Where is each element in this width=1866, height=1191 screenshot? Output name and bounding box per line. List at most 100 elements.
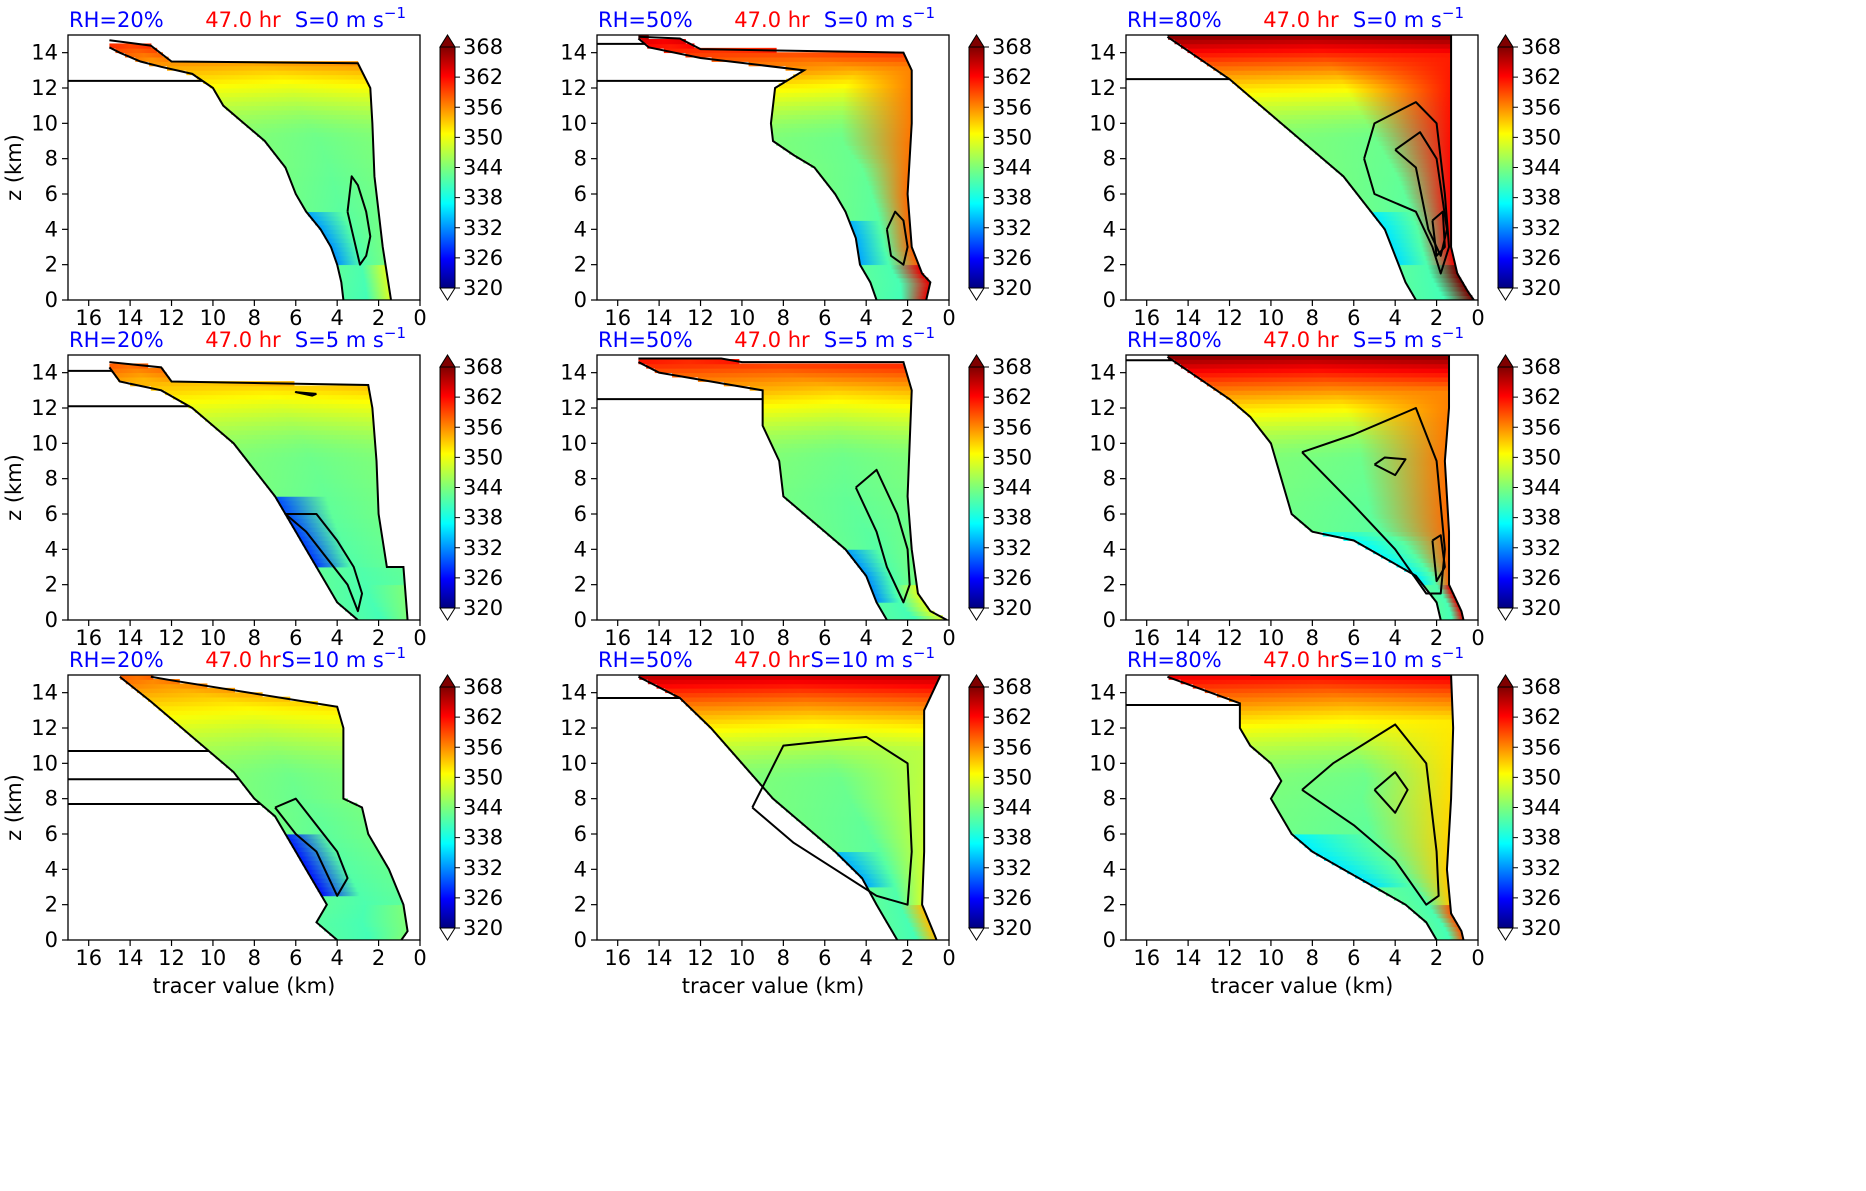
y-tick-label: 4 bbox=[45, 537, 58, 561]
colorbar-tick-label: 338 bbox=[463, 506, 503, 530]
field-strip bbox=[1237, 403, 1450, 409]
field-strip bbox=[1396, 255, 1454, 261]
y-tick-label: 10 bbox=[1089, 431, 1116, 455]
field-strip bbox=[801, 509, 909, 515]
x-tick-label: 8 bbox=[777, 946, 790, 970]
field-strip bbox=[339, 601, 407, 608]
field-strip bbox=[1187, 47, 1452, 54]
field-strip bbox=[311, 215, 380, 221]
field-strip bbox=[1437, 601, 1459, 608]
tracer-field bbox=[68, 361, 409, 620]
field-strip bbox=[639, 675, 940, 680]
field-strip bbox=[278, 500, 379, 506]
field-strip bbox=[1290, 829, 1450, 835]
field-strip bbox=[315, 220, 380, 226]
field-strip bbox=[320, 891, 399, 897]
x-tick-label: 0 bbox=[413, 306, 426, 330]
field-strip bbox=[329, 930, 407, 936]
colorbar-tick-label: 356 bbox=[1521, 95, 1561, 119]
field-strip bbox=[297, 193, 377, 199]
x-tick-label: 0 bbox=[413, 946, 426, 970]
field-strip bbox=[266, 140, 374, 146]
field-strip bbox=[1299, 838, 1449, 844]
field-strip bbox=[846, 860, 924, 866]
shear-label: S=10 m s−1 bbox=[810, 644, 935, 672]
field-strip bbox=[283, 162, 375, 168]
field-strip bbox=[1331, 860, 1448, 866]
boundary-contour-left bbox=[119, 675, 338, 940]
field-strip bbox=[1187, 367, 1450, 374]
field-strip bbox=[1232, 398, 1450, 404]
field-strip bbox=[1229, 696, 1453, 702]
field-strip bbox=[851, 224, 911, 230]
y-tick-label: 2 bbox=[574, 893, 587, 917]
colorbar-extend-bottom bbox=[1497, 927, 1514, 941]
field-strip bbox=[225, 105, 372, 111]
rh-label: RH=50% bbox=[598, 328, 693, 352]
field-strip bbox=[189, 732, 344, 738]
field-strip bbox=[888, 921, 931, 928]
field-strip bbox=[866, 273, 925, 279]
field-strip bbox=[1434, 597, 1457, 603]
field-strip bbox=[1430, 926, 1461, 932]
field-strip bbox=[776, 451, 910, 457]
field-strip bbox=[762, 394, 912, 400]
field-strip bbox=[205, 745, 344, 751]
field-strip bbox=[763, 785, 925, 791]
field-strip bbox=[245, 456, 377, 462]
field-strip bbox=[1309, 145, 1452, 151]
field-strip bbox=[1247, 412, 1449, 418]
colorbar-extend-bottom bbox=[439, 607, 456, 621]
field-strip bbox=[836, 193, 908, 199]
field-strip bbox=[1379, 220, 1452, 226]
tracer-field bbox=[597, 357, 948, 620]
colorbar-tick-label: 368 bbox=[992, 355, 1032, 379]
field-strip bbox=[319, 921, 407, 928]
field-strip bbox=[238, 447, 376, 453]
field-strip bbox=[302, 540, 384, 546]
field-strip bbox=[328, 584, 405, 590]
field-strip bbox=[1376, 215, 1452, 221]
field-strip bbox=[785, 495, 908, 502]
field-strip bbox=[124, 52, 163, 58]
x-tick-label: 14 bbox=[1175, 626, 1202, 650]
field-strip bbox=[342, 286, 390, 292]
colorbar-tick-label: 362 bbox=[1521, 385, 1561, 409]
x-tick-label: 12 bbox=[687, 626, 714, 650]
field-strip bbox=[276, 495, 378, 502]
field-strip bbox=[863, 877, 924, 883]
contour-line bbox=[294, 391, 317, 397]
chart-panel: 16 14 12 10 8 6 4 2 0 0 2 4 6 8 10 12 14 RH=50% 47.0 hr S=1… bbox=[560, 644, 1032, 998]
colorbar-tick-label: 338 bbox=[1521, 186, 1561, 210]
y-tick-label: 2 bbox=[45, 893, 58, 917]
colorbar-extend-bottom bbox=[968, 927, 985, 941]
field-strip bbox=[772, 109, 912, 115]
field-strip bbox=[1409, 286, 1467, 292]
field-strip bbox=[241, 118, 373, 124]
x-tick-label: 10 bbox=[1258, 306, 1285, 330]
field-strip bbox=[885, 917, 929, 923]
field-strip bbox=[1174, 39, 1452, 45]
y-tick-label: 12 bbox=[560, 76, 587, 100]
field-strip bbox=[1322, 531, 1450, 537]
tracer-field bbox=[1126, 355, 1465, 620]
colorbar-tick-label: 362 bbox=[463, 705, 503, 729]
field-strip bbox=[822, 838, 925, 844]
x-tick-label: 16 bbox=[1133, 306, 1160, 330]
field-strip bbox=[1347, 868, 1448, 875]
field-strip bbox=[767, 789, 925, 795]
colorbar-tick-label: 326 bbox=[1521, 246, 1561, 270]
field-strip bbox=[1251, 416, 1449, 422]
field-strip bbox=[801, 820, 925, 826]
x-axis-label: tracer value (km) bbox=[1211, 974, 1394, 998]
field-strip bbox=[1299, 136, 1452, 142]
x-axis-label: tracer value (km) bbox=[153, 974, 336, 998]
axes-frame bbox=[1125, 354, 1479, 621]
field-strip bbox=[1339, 864, 1448, 870]
y-tick-label: 0 bbox=[574, 288, 587, 312]
colorbar-tick-label: 320 bbox=[992, 916, 1032, 940]
field-strip bbox=[194, 736, 344, 742]
field-strip bbox=[256, 131, 373, 137]
field-strip bbox=[130, 381, 295, 387]
field-strip bbox=[288, 171, 375, 177]
